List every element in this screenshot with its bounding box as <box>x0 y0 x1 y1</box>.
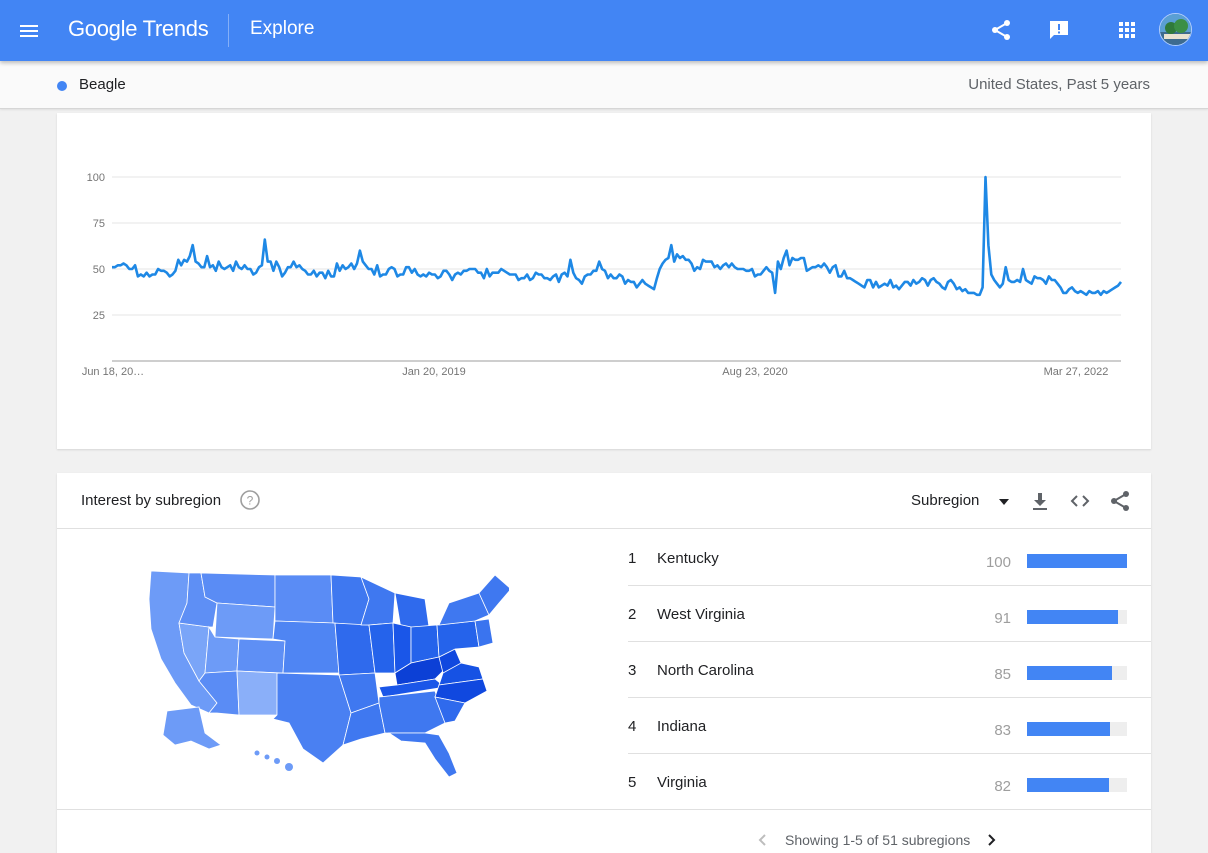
interest-bar-fill <box>1027 722 1110 736</box>
map-region-new-mexico <box>236 670 280 716</box>
region-name: Indiana <box>657 718 707 735</box>
y-tick-label: 25 <box>93 310 105 322</box>
region-value: 82 <box>994 778 1011 795</box>
region-value: 83 <box>994 722 1011 739</box>
term-color-dot <box>57 81 67 91</box>
share-icon[interactable] <box>989 18 1013 42</box>
interest-bar-fill <box>1027 554 1127 568</box>
rank-row[interactable]: 4 Indiana 83 <box>628 698 1151 754</box>
us-subregion-map[interactable] <box>139 563 512 783</box>
y-tick-label: 100 <box>87 172 105 184</box>
interest-bar-fill <box>1027 778 1109 792</box>
rank-row[interactable]: 5 Virginia 82 <box>628 754 1151 810</box>
share-icon[interactable] <box>1108 489 1132 513</box>
x-tick-label: Jun 18, 20… <box>82 366 144 378</box>
google-trends-logo[interactable]: Google Trends <box>68 16 209 42</box>
interest-bar-fill <box>1027 610 1118 624</box>
map-region-colorado <box>236 638 286 674</box>
map-region-new-england <box>478 574 512 616</box>
page-title: Explore <box>250 18 315 39</box>
app-bar: Google Trends Explore <box>0 0 1208 61</box>
pagination-text: Showing 1-5 of 51 subregions <box>785 832 971 848</box>
rank-number: 4 <box>628 718 637 735</box>
map-region-wyoming <box>214 602 276 640</box>
map-region-mid-atlantic <box>474 618 494 648</box>
avatar[interactable] <box>1159 13 1192 46</box>
region-name: West Virginia <box>657 606 745 623</box>
svg-text:?: ? <box>247 494 254 508</box>
map-region-florida <box>387 732 458 778</box>
search-term-bar: Beagle United States, Past 5 years <box>0 61 1208 109</box>
interest-by-subregion-card: Interest by subregion ? Subregion <box>57 473 1151 853</box>
x-tick-label: Mar 27, 2022 <box>1044 366 1109 378</box>
region-value: 91 <box>994 610 1011 627</box>
header-divider <box>228 14 229 47</box>
chevron-down-icon[interactable] <box>998 495 1010 507</box>
map-region-louisiana <box>342 702 386 746</box>
feedback-icon[interactable] <box>1047 18 1071 42</box>
chevron-left-icon[interactable] <box>753 830 773 850</box>
interest-bar <box>1027 778 1127 792</box>
rank-number: 2 <box>628 606 637 623</box>
embed-icon[interactable] <box>1068 489 1092 513</box>
interest-bar <box>1027 554 1127 568</box>
help-icon[interactable]: ? <box>239 489 261 511</box>
region-name: Virginia <box>657 774 707 791</box>
map-region-alaska <box>162 706 222 750</box>
interest-over-time-chart: 100 75 50 25 Jun 18, 20… Jan 20, 2019 Aug 23, … <box>82 172 1123 378</box>
map-region-michigan <box>394 592 430 630</box>
rank-number: 3 <box>628 662 637 679</box>
region-name: North Carolina <box>657 662 754 679</box>
subregion-header: Interest by subregion ? Subregion <box>57 473 1151 529</box>
menu-icon[interactable] <box>17 19 41 43</box>
map-region-south-carolina-georgia <box>434 696 466 724</box>
rank-number: 5 <box>628 774 637 791</box>
search-term-label[interactable]: Beagle <box>79 76 126 93</box>
apps-icon[interactable] <box>1115 18 1139 42</box>
rank-row[interactable]: 1 Kentucky 100 <box>628 530 1151 586</box>
map-region-ohio <box>410 624 440 664</box>
interest-over-time-card: 100 75 50 25 Jun 18, 20… Jan 20, 2019 Aug 23, … <box>57 113 1151 449</box>
x-tick-label: Aug 23, 2020 <box>722 366 787 378</box>
region-name: Kentucky <box>657 550 719 567</box>
rank-number: 1 <box>628 550 637 567</box>
scope-label[interactable]: United States, Past 5 years <box>968 76 1150 93</box>
series-line-beagle[interactable] <box>112 175 1123 297</box>
interest-bar-fill <box>1027 666 1112 680</box>
map-region-hawaii <box>254 750 293 771</box>
map-region-iowa-missouri <box>332 622 376 676</box>
y-tick-label: 50 <box>93 264 105 276</box>
interest-bar <box>1027 722 1127 736</box>
download-icon[interactable] <box>1028 489 1052 513</box>
x-tick-label: Jan 20, 2019 <box>402 366 466 378</box>
rank-row[interactable]: 3 North Carolina 85 <box>628 642 1151 698</box>
map-region-texas <box>272 672 352 764</box>
region-value: 85 <box>994 666 1011 683</box>
logo-trends-text: Trends <box>142 16 209 41</box>
pagination: Showing 1-5 of 51 subregions <box>57 809 1151 853</box>
map-region-north-carolina <box>434 678 488 704</box>
interest-bar <box>1027 666 1127 680</box>
y-tick-label: 75 <box>93 218 105 230</box>
map-region-dakotas <box>274 574 334 624</box>
interest-bar <box>1027 610 1127 624</box>
region-value: 100 <box>985 554 1011 571</box>
subregion-title: Interest by subregion <box>81 492 222 509</box>
subregion-select[interactable]: Subregion <box>911 492 980 509</box>
rank-row[interactable]: 2 West Virginia 91 <box>628 586 1151 642</box>
chevron-right-icon[interactable] <box>981 830 1001 850</box>
map-region-new-york <box>438 592 490 626</box>
logo-google-text: Google <box>68 16 138 41</box>
map-region-virginia <box>438 662 484 686</box>
map-region-pennsylvania <box>436 620 480 658</box>
